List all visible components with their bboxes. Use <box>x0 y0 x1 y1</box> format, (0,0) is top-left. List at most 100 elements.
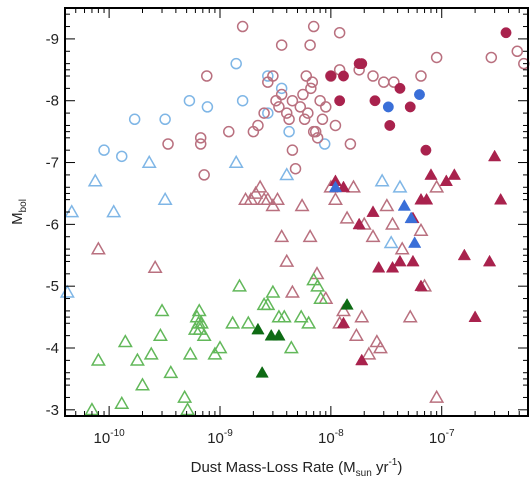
y-axis: -9 -8 -7 -6 -5 -4 -3 <box>46 7 528 419</box>
data-point-triangle-open-pink <box>302 229 318 243</box>
data-point-triangle-open-pink <box>265 198 281 212</box>
data-point-triangle-open-pink <box>372 340 388 354</box>
data-point-triangle-open-light_blue <box>383 235 399 249</box>
data-point-circle-open-light_blue <box>128 113 141 126</box>
data-point-circle-open-pink <box>297 88 309 101</box>
data-point-triangle-open-pink <box>90 241 106 255</box>
data-point-triangle-open-pink <box>369 334 385 348</box>
data-point-circle-open-light_blue <box>116 150 128 163</box>
data-point-triangle-filled-blue <box>397 199 411 211</box>
data-point-circle-open-pink <box>270 94 282 107</box>
data-point-circle-open-pink <box>485 51 498 64</box>
data-point-circle-open-pink <box>320 101 332 113</box>
data-point-triangle-open-green <box>135 377 150 391</box>
data-point-circle-filled-crimson <box>404 101 416 113</box>
data-point-triangle-open-green <box>265 284 281 298</box>
data-point-circle-open-pink <box>309 125 322 138</box>
data-point-circle-open-light_blue <box>230 57 242 70</box>
data-point-circle-open-pink <box>298 113 311 126</box>
data-point-triangle-open-green <box>192 321 208 335</box>
data-point-triangle-filled-crimson <box>385 260 400 273</box>
data-point-circle-open-light_blue <box>159 113 171 126</box>
x-tick-label: 10-10 <box>94 428 126 447</box>
data-point-circle-open-pink <box>267 70 279 82</box>
data-point-circle-filled-crimson <box>334 95 346 107</box>
data-point-circle-open-pink <box>280 107 293 119</box>
data-point-triangle-open-pink <box>335 303 351 317</box>
data-point-circle-open-pink <box>236 20 249 33</box>
data-point-triangle-open-pink <box>252 179 268 193</box>
data-point-triangle-open-green <box>225 315 241 329</box>
data-point-circle-open-light_blue <box>98 144 110 156</box>
data-point-circle-open-pink <box>415 70 427 82</box>
data-point-triangle-open-light_blue <box>64 204 80 218</box>
data-point-triangle-open-green <box>193 315 209 329</box>
data-point-triangle-open-pink <box>248 185 264 199</box>
y-tick-label: -6 <box>46 216 59 233</box>
data-point-triangle-filled-crimson <box>457 248 471 261</box>
data-point-triangle-open-green <box>207 346 223 360</box>
data-point-circle-open-pink <box>305 82 317 95</box>
data-point-triangle-open-pink <box>429 179 445 193</box>
data-point-triangle-filled-crimson <box>419 192 434 205</box>
data-point-circle-open-light_blue <box>183 94 196 107</box>
data-point-circle-open-pink <box>252 119 264 132</box>
data-point-triangle-filled-crimson <box>355 353 369 366</box>
data-point-circle-open-light_blue <box>318 138 331 150</box>
y-tick-label: -7 <box>46 155 59 172</box>
data-point-triangle-open-pink <box>429 389 445 403</box>
data-point-circle-open-pink <box>300 70 313 82</box>
data-point-triangle-filled-crimson <box>336 316 351 329</box>
y-tick-label: -4 <box>46 340 59 357</box>
data-point-triangle-open-green <box>283 340 299 354</box>
data-point-triangle-open-pink <box>147 259 163 274</box>
data-point-triangle-open-green <box>306 272 322 286</box>
data-point-triangle-open-light_blue <box>87 173 103 187</box>
data-point-circle-filled-crimson <box>356 58 368 70</box>
data-point-triangle-open-green <box>143 346 159 360</box>
data-point-circle-open-pink <box>388 76 400 88</box>
data-point-triangle-open-green <box>90 352 106 366</box>
data-point-circle-open-pink <box>258 107 270 119</box>
data-point-triangle-open-green <box>232 278 248 292</box>
x-tick-label: 10-7 <box>429 428 455 447</box>
data-point-circle-open-pink <box>511 45 524 58</box>
data-point-triangle-filled-crimson <box>447 168 461 180</box>
x-axis: 10-10 10-9 10-8 10-7 <box>64 8 529 447</box>
data-point-triangle-filled-crimson <box>366 205 380 217</box>
data-point-triangle-open-green <box>196 327 212 342</box>
y-tick-label: -3 <box>46 402 59 419</box>
data-point-triangle-open-light_blue <box>59 284 75 298</box>
data-point-circle-open-pink <box>344 138 357 150</box>
x-tick-label: 10-9 <box>207 428 233 447</box>
data-point-triangle-open-green <box>260 297 276 311</box>
data-point-triangle-open-pink <box>348 327 364 342</box>
data-point-triangle-filled-crimson <box>406 254 420 267</box>
data-point-triangle-open-green <box>154 303 170 317</box>
data-point-triangle-open-pink <box>365 229 381 243</box>
data-point-triangle-open-green <box>313 290 329 304</box>
data-point-triangle-filled-crimson <box>336 180 351 193</box>
data-points <box>59 20 530 416</box>
data-point-circle-open-pink <box>286 94 299 107</box>
data-point-triangle-open-pink <box>379 198 395 212</box>
data-point-circle-open-pink <box>201 70 213 82</box>
data-point-triangle-open-green <box>182 346 198 360</box>
data-point-triangle-filled-blue <box>328 180 343 193</box>
data-point-circle-filled-crimson <box>338 70 349 82</box>
data-point-circle-open-pink <box>273 101 285 113</box>
data-point-circle-open-light_blue <box>201 101 214 113</box>
data-point-triangle-open-pink <box>361 346 377 360</box>
data-point-circle-open-pink <box>286 144 299 156</box>
data-point-triangle-open-green <box>301 315 317 329</box>
data-point-circle-open-pink <box>314 94 326 107</box>
data-point-triangle-open-pink <box>269 191 285 206</box>
data-point-circle-filled-crimson <box>420 144 432 156</box>
data-point-circle-open-pink <box>194 132 207 144</box>
data-point-circle-open-pink <box>198 169 210 181</box>
data-point-triangle-open-green <box>191 303 207 317</box>
data-point-triangle-filled-blue <box>404 211 418 224</box>
data-point-triangle-open-green <box>177 389 193 403</box>
data-point-circle-open-light_blue <box>275 82 288 95</box>
data-point-triangle-open-light_blue <box>279 167 295 181</box>
